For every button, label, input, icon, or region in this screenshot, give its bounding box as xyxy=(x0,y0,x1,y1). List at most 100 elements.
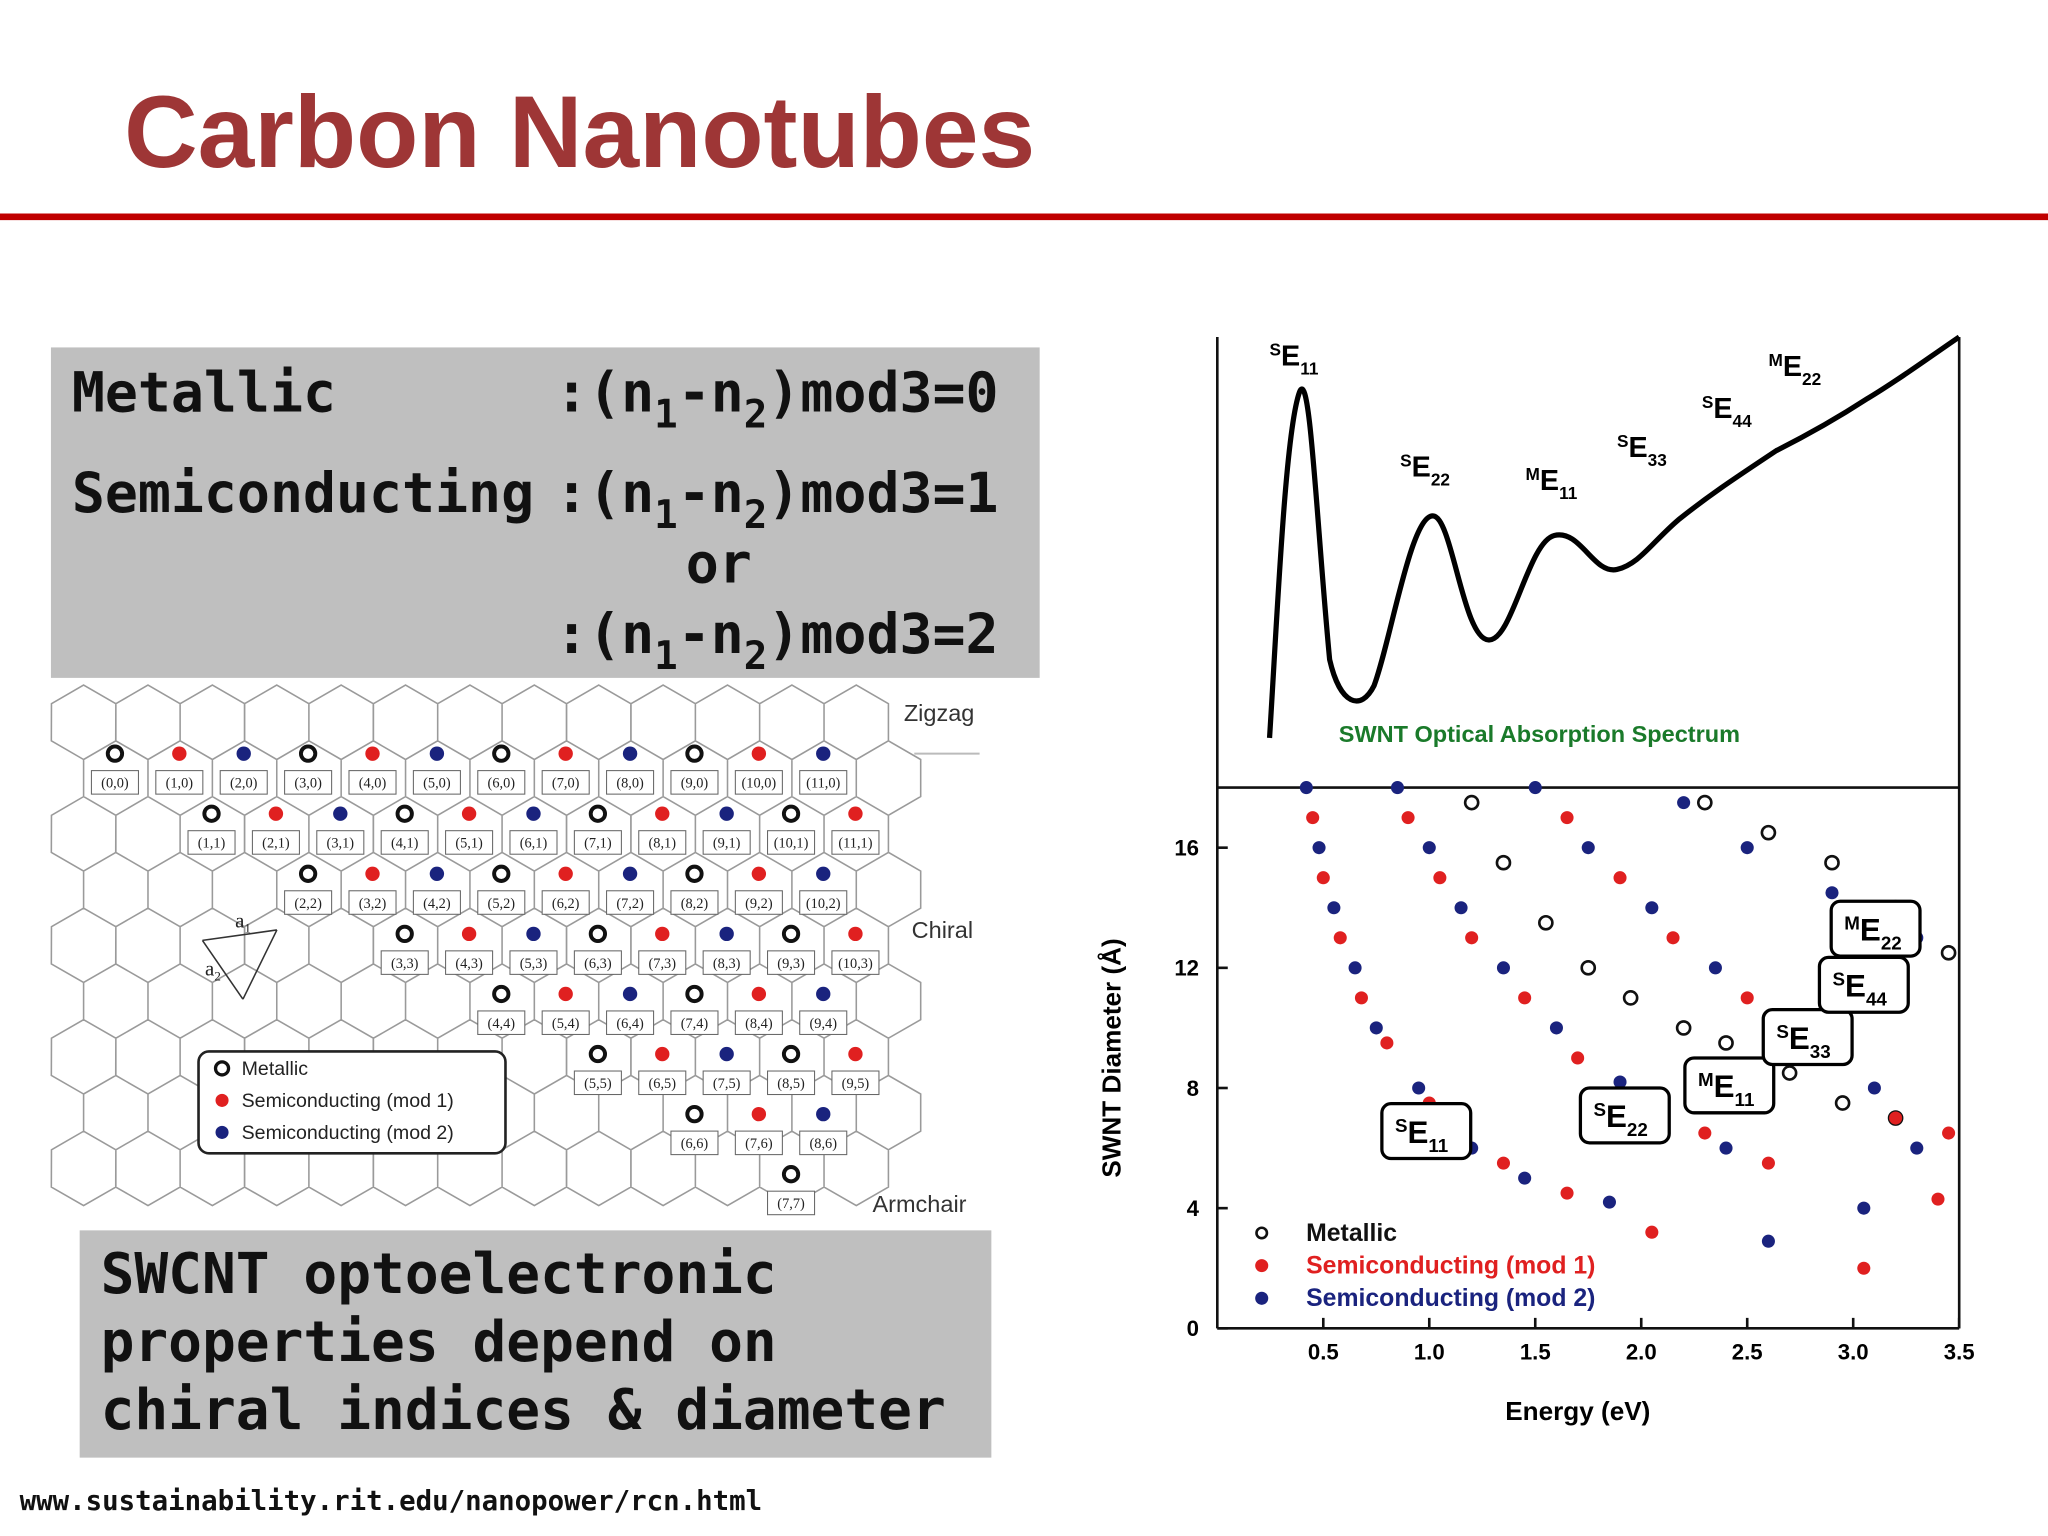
chiral-index: (8,4) xyxy=(745,1016,773,1032)
chiral-index: (6,4) xyxy=(616,1016,644,1032)
data-point xyxy=(1390,781,1405,795)
chiral-index: (5,1) xyxy=(455,836,483,852)
metallic-atom xyxy=(781,924,801,944)
data-point xyxy=(1580,959,1597,976)
semiconducting-atom xyxy=(558,866,573,881)
summary-line: properties depend on xyxy=(101,1310,777,1375)
chiral-index: (2,2) xyxy=(294,896,322,912)
semiconducting-atom xyxy=(622,746,638,761)
data-point xyxy=(1719,1141,1733,1155)
chiral-index: (9,3) xyxy=(777,956,805,972)
index-box xyxy=(767,1190,816,1216)
label-sup: M xyxy=(1698,1069,1714,1090)
label-base: E xyxy=(1714,1069,1735,1104)
branch-label-box xyxy=(1683,1056,1776,1115)
index-box xyxy=(284,770,333,795)
index-box xyxy=(509,950,558,975)
data-point xyxy=(1528,781,1542,795)
chiral-index: (8,2) xyxy=(681,896,709,912)
data-point xyxy=(1698,1126,1712,1140)
semiconducting-atom xyxy=(172,746,187,761)
rule-label: Metallic xyxy=(72,360,336,424)
data-point xyxy=(1454,901,1468,915)
legend-marker xyxy=(1255,1226,1269,1240)
data-point xyxy=(1910,1141,1924,1155)
chiral-index: (5,3) xyxy=(520,956,548,972)
rules: Metallic:(n1-n2)mod3=0Semiconducting:(n1… xyxy=(72,360,999,678)
subscript: 1 xyxy=(654,493,678,538)
lattice-legend-box xyxy=(197,1050,507,1155)
label-base: E xyxy=(1412,452,1431,484)
chiral-index: (3,2) xyxy=(359,896,387,912)
metallic-atom xyxy=(202,804,221,823)
chiral-index: (7,2) xyxy=(616,896,644,912)
subscript: 2 xyxy=(744,634,768,679)
chiral-index: (1,1) xyxy=(198,836,226,852)
chiral-index: (10,0) xyxy=(742,776,777,792)
semiconducting-atom xyxy=(526,806,541,821)
chiral-index: (3,3) xyxy=(391,956,419,972)
index-box xyxy=(638,1070,687,1096)
label-sup: M xyxy=(1768,350,1782,370)
chiral-index: (11,1) xyxy=(838,836,872,852)
data-point xyxy=(1761,1234,1775,1248)
semiconducting-atom xyxy=(429,866,445,881)
index-box xyxy=(155,770,204,795)
x-tick-label: 3.0 xyxy=(1838,1340,1869,1365)
label-sub: 44 xyxy=(1733,411,1753,431)
data-point xyxy=(1602,1195,1616,1209)
chiral-index: (7,5) xyxy=(713,1076,741,1092)
label-sup: M xyxy=(1844,912,1860,933)
data-point xyxy=(1645,901,1659,915)
data-point xyxy=(1834,1095,1851,1111)
data-point xyxy=(1740,841,1754,855)
condition-part: :(n xyxy=(555,461,654,525)
chiral-index: (7,7) xyxy=(777,1196,805,1212)
label-base: E xyxy=(1281,341,1300,373)
chiral-index: (10,3) xyxy=(838,956,873,972)
label-sub: 11 xyxy=(1300,358,1319,378)
chiral-index: (7,1) xyxy=(584,836,612,852)
data-point xyxy=(1825,886,1839,900)
index-box xyxy=(380,950,429,975)
chiral-index: (5,0) xyxy=(423,776,451,792)
chiral-index: (9,4) xyxy=(809,1016,837,1032)
index-box xyxy=(541,770,590,795)
transition-label: ME11 xyxy=(1526,464,1578,503)
semiconducting-atom xyxy=(558,986,573,1002)
index-box xyxy=(477,890,526,915)
direction-label: Chiral xyxy=(912,917,973,943)
rule-label: Semiconducting xyxy=(72,461,534,525)
chiral-index: (5,5) xyxy=(584,1076,612,1092)
label-sup: S xyxy=(1270,340,1282,360)
semiconducting-atom xyxy=(816,866,831,881)
index-box xyxy=(445,950,494,975)
vector-label: a2 xyxy=(205,957,221,984)
transition-label: SE44 xyxy=(1702,392,1752,431)
chiral-index: (1,0) xyxy=(166,776,194,792)
chiral-index: (4,0) xyxy=(359,776,387,792)
label-base: E xyxy=(1713,393,1732,425)
data-point xyxy=(1931,1192,1945,1206)
chiral-index: (4,3) xyxy=(455,956,483,972)
summary-box xyxy=(79,1230,992,1458)
y-tick-label: 16 xyxy=(1174,836,1199,861)
index-box xyxy=(702,950,751,975)
condition-part: -n xyxy=(678,360,744,424)
data-point xyxy=(1518,1171,1532,1185)
vector-sub: 1 xyxy=(244,921,251,936)
branch-label-box xyxy=(1380,1102,1473,1161)
legend-label: Semiconducting (mod 1) xyxy=(1306,1252,1595,1279)
transition-label: SE33 xyxy=(1776,1021,1830,1062)
label-sub: 22 xyxy=(1802,369,1821,389)
transition-label: SE11 xyxy=(1270,340,1319,379)
direction-label: Armchair xyxy=(872,1191,966,1217)
index-box xyxy=(380,830,429,855)
semiconducting-atom xyxy=(429,746,445,761)
transition-label: SE22 xyxy=(1593,1099,1647,1140)
semiconducting-atom xyxy=(333,806,348,821)
data-point xyxy=(1581,841,1595,855)
condition-part: :(n xyxy=(555,360,654,424)
data-point xyxy=(1708,961,1722,975)
